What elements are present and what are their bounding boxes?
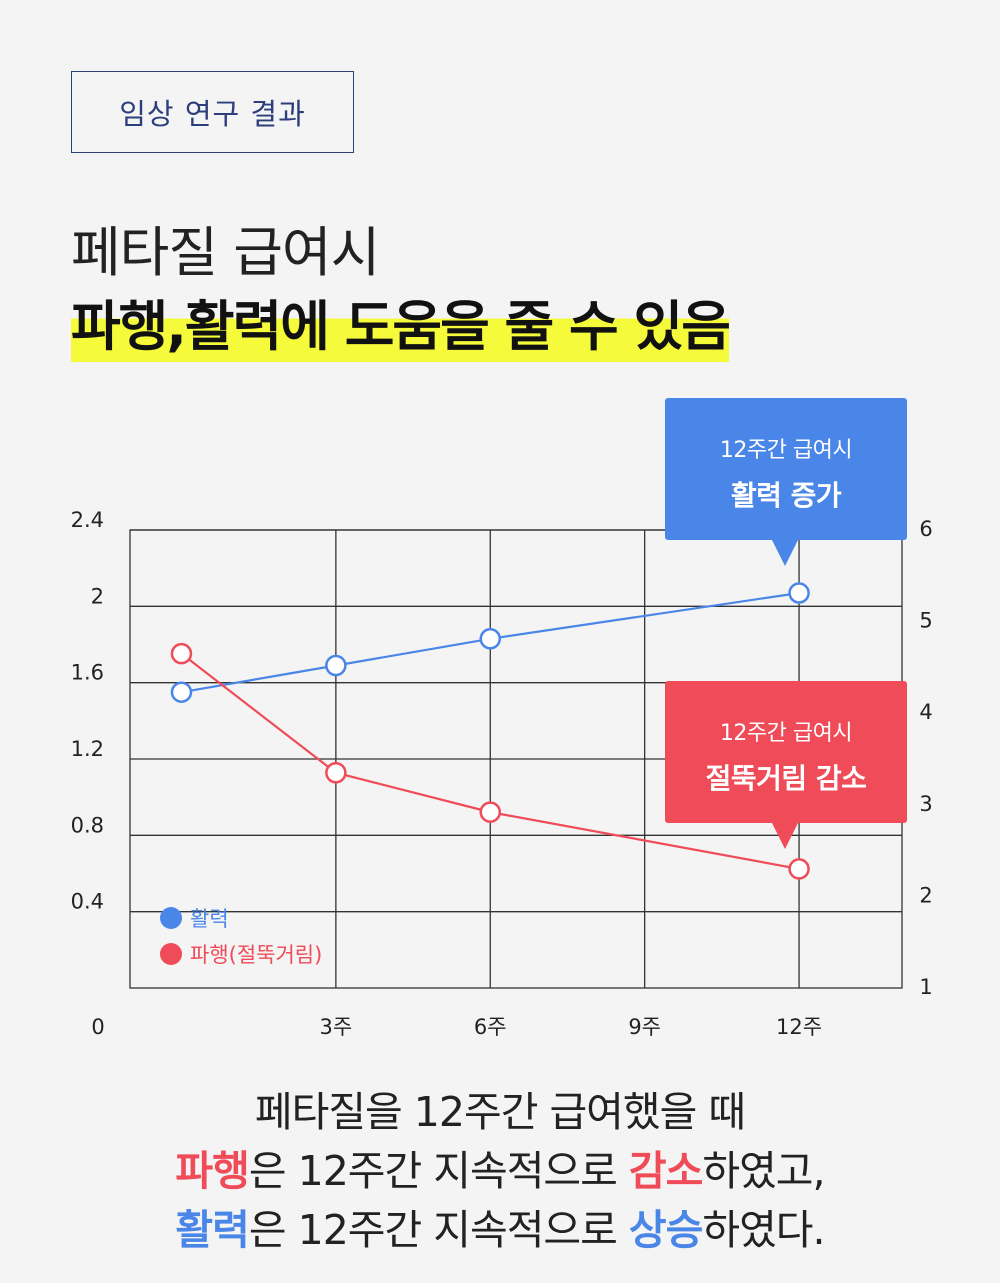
legend-label-lameness: 파행(절뚝거림)	[190, 943, 323, 967]
right-axis-ticks: 1 2 3 4 5 6	[919, 517, 932, 999]
right-axis-tick-label: 5	[919, 609, 932, 633]
left-axis-tick-label: 0.4	[71, 890, 104, 914]
right-axis-tick-label: 2	[919, 883, 932, 907]
x-axis-tick-label: 3주	[320, 1015, 353, 1039]
series-point	[325, 654, 347, 677]
series-point	[170, 681, 193, 703]
x-axis-ticks: 0 3주 6주 9주 12주	[91, 1015, 822, 1039]
series-point	[479, 801, 502, 823]
series-point	[170, 642, 193, 665]
left-axis-tick-label: 2.4	[71, 508, 104, 532]
summary-lameness-word: 파행	[175, 1147, 249, 1195]
series-point	[325, 761, 347, 784]
summary-line-3: 활력은 12주간 지속적으로 상승하였다.	[0, 1201, 1000, 1260]
x-axis-tick-label: 0	[91, 1015, 104, 1039]
headline-line1: 페타질 급여시	[71, 221, 380, 284]
lameness-callout-sub: 12주간 급여시	[719, 721, 853, 746]
vitality-callout-sub: 12주간 급여시	[719, 438, 853, 463]
series-line	[180, 652, 800, 871]
summary-line-2-text-a: 은 12주간 지속적으로	[248, 1147, 629, 1195]
left-axis-tick-label: 1.2	[71, 737, 104, 761]
chart-area: 0.4 0.8 1.2 1.6 2 2.4 1 2 3 4 5 6 0 3주 6주 9주 12주 12주간 …	[0, 390, 1000, 1070]
headline-line2: 파행,활력에 도움을 줄 수 있음	[71, 292, 731, 362]
series-point	[788, 582, 810, 604]
right-axis-tick-label: 6	[919, 517, 932, 541]
right-axis-tick-label: 1	[919, 975, 932, 999]
summary-line-1: 페타질을 12주간 급여했을 때	[254, 1088, 746, 1136]
lameness-callout: 12주간 급여시 절뚝거림 감소	[665, 681, 907, 849]
section-tag: 임상 연구 결과	[71, 71, 354, 153]
series-point	[788, 858, 810, 880]
summary-decrease-word: 감소	[628, 1147, 703, 1195]
series-line	[181, 591, 800, 694]
right-axis-tick-label: 4	[919, 700, 932, 724]
summary-line-3-text-b: 하였다.	[702, 1206, 825, 1254]
legend-dot-vitality	[160, 907, 182, 929]
lameness-callout-pointer	[771, 821, 799, 849]
summary-line-2: 파행은 12주간 지속적으로 감소하였고,	[0, 1142, 1000, 1201]
legend-item-lameness: 파행(절뚝거림)	[160, 936, 322, 972]
vitality-callout-pointer	[771, 538, 799, 566]
summary-text: 페타질을 12주간 급여했을 때 파행은 12주간 지속적으로 감소하였고, 활…	[0, 1083, 1000, 1260]
chart-series	[170, 582, 810, 880]
chart-legend: 활력 파행(절뚝거림)	[160, 900, 322, 972]
x-axis-tick-label: 9주	[628, 1015, 661, 1039]
legend-item-vitality: 활력	[160, 900, 322, 936]
summary-increase-word: 상승	[628, 1206, 703, 1254]
summary-line-3-text-a: 은 12주간 지속적으로	[248, 1206, 629, 1254]
legend-label-vitality: 활력	[190, 907, 229, 931]
vitality-callout: 12주간 급여시 활력 증가	[665, 398, 907, 566]
summary-vitality-word: 활력	[175, 1206, 249, 1254]
lameness-callout-main: 절뚝거림 감소	[705, 762, 867, 795]
x-axis-tick-label: 6주	[474, 1015, 507, 1039]
left-axis-tick-label: 0.8	[71, 813, 104, 837]
left-axis-tick-label: 2	[91, 584, 104, 608]
x-axis-tick-label: 12주	[776, 1015, 822, 1039]
left-axis-tick-label: 1.6	[71, 661, 104, 685]
summary-line-2-text-b: 하였고,	[702, 1147, 825, 1195]
series-point	[479, 628, 502, 650]
left-axis-ticks: 0.4 0.8 1.2 1.6 2 2.4	[71, 508, 104, 914]
legend-dot-lameness	[160, 943, 182, 965]
right-axis-tick-label: 3	[919, 792, 932, 816]
vitality-callout-main: 활력 증가	[730, 479, 842, 512]
